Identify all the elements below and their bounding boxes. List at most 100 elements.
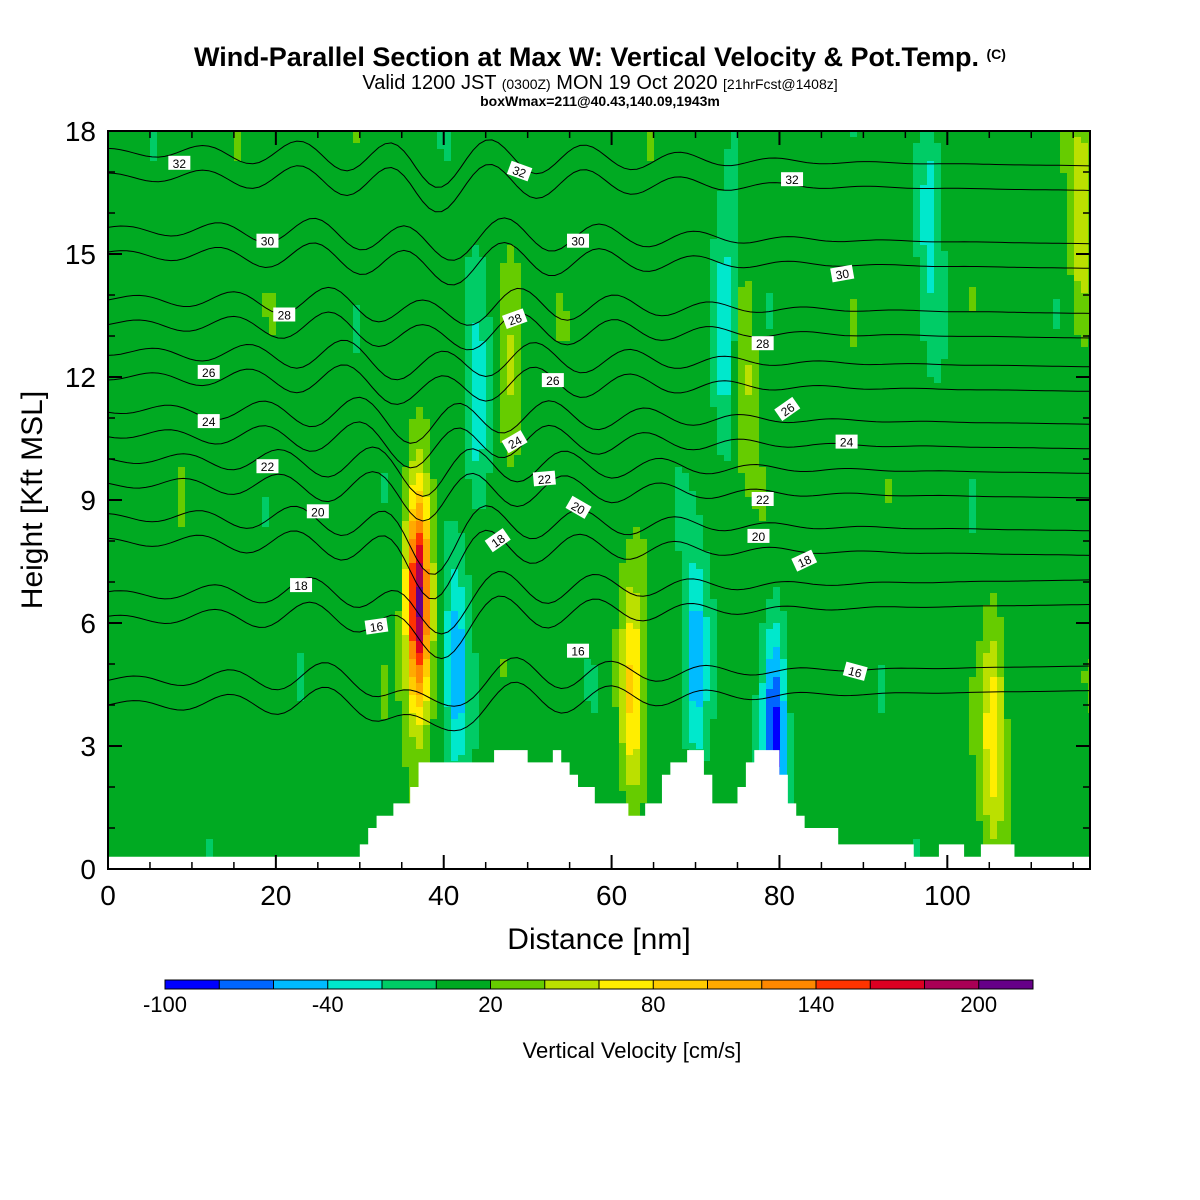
theta-label-text: 30 bbox=[571, 235, 585, 249]
colorbar-swatch bbox=[978, 980, 1034, 989]
theta-label: 30 bbox=[567, 233, 590, 249]
theta-contour-line bbox=[107, 570, 1091, 635]
y-tick-label: 0 bbox=[80, 854, 96, 885]
theta-contour-line bbox=[107, 446, 1091, 497]
x-axis-title: Distance [nm] bbox=[507, 923, 690, 956]
colorbar: -100 -40 20 80 140 200 bbox=[143, 979, 1034, 1017]
theta-label-text: 16 bbox=[847, 664, 864, 681]
theta-label-bg bbox=[791, 549, 818, 572]
x-tick-label: 40 bbox=[428, 880, 459, 911]
theta-label: 16 bbox=[842, 661, 868, 681]
theta-label: 20 bbox=[306, 504, 329, 519]
theta-label-text: 28 bbox=[756, 337, 770, 351]
theta-label-text: 24 bbox=[506, 433, 525, 452]
theta-label-text: 26 bbox=[546, 374, 560, 388]
theta-label: 32 bbox=[781, 172, 804, 187]
theta-label-bg bbox=[830, 264, 855, 283]
theta-label-bg bbox=[565, 495, 592, 519]
chart-title: Wind-Parallel Section at Max W: Vertical… bbox=[0, 42, 1200, 73]
theta-label-bg bbox=[197, 414, 220, 429]
theta-contour-line bbox=[107, 286, 1091, 326]
theta-contour-labels: 16 16 16 18 18 18 20 20 20 22 22 22 24 24 24 26 26 26 28 28… bbox=[168, 155, 868, 681]
chart-subtitle: Valid 1200 JST (0300Z) MON 19 Oct 2020 [… bbox=[0, 72, 1200, 95]
colorbar-swatch bbox=[653, 980, 708, 989]
colorbar-swatch bbox=[490, 980, 546, 989]
theta-label-bg bbox=[541, 373, 564, 388]
theta-label: 24 bbox=[501, 430, 528, 454]
theta-label-bg bbox=[501, 430, 528, 454]
theta-contour-line bbox=[107, 595, 1091, 660]
theta-label-bg bbox=[364, 617, 389, 635]
theta-label: 22 bbox=[256, 459, 279, 474]
theta-label-text: 22 bbox=[537, 472, 552, 487]
valid-utc: (0300Z) bbox=[501, 76, 551, 92]
theta-label: 22 bbox=[532, 470, 556, 487]
colorbar-swatch bbox=[924, 980, 980, 989]
theta-contour-line bbox=[107, 241, 1091, 286]
x-tick-label: 80 bbox=[764, 880, 795, 911]
theta-label-bg bbox=[168, 155, 191, 170]
x-tick-label: 60 bbox=[596, 880, 627, 911]
theta-label-text: 26 bbox=[202, 366, 216, 380]
theta-label: 32 bbox=[506, 160, 533, 182]
y-axis-title: Height [Kft MSL] bbox=[16, 391, 49, 609]
theta-label: 20 bbox=[747, 528, 770, 544]
y-tick-label: 12 bbox=[65, 362, 96, 393]
theta-label: 30 bbox=[256, 233, 279, 249]
terrain bbox=[108, 750, 1090, 869]
theta-contours bbox=[107, 139, 1091, 732]
theta-label-bg bbox=[290, 578, 313, 593]
theta-label-text: 20 bbox=[752, 530, 766, 544]
theta-label-bg bbox=[256, 233, 279, 248]
colorbar-swatch bbox=[165, 980, 220, 989]
colorbar-tick-label: 80 bbox=[641, 992, 665, 1017]
theta-label-bg bbox=[567, 233, 590, 248]
theta-contour-line bbox=[107, 471, 1091, 522]
theta-label: 20 bbox=[565, 495, 592, 519]
theta-contour-line bbox=[107, 339, 1090, 381]
x-tick-label: 20 bbox=[260, 880, 291, 911]
theta-label: 24 bbox=[197, 414, 220, 429]
theta-label-text: 18 bbox=[294, 579, 308, 593]
theta-label-text: 20 bbox=[311, 505, 325, 519]
theta-label: 16 bbox=[567, 643, 590, 659]
theta-label-bg bbox=[197, 364, 220, 379]
y-tick-label: 9 bbox=[80, 485, 96, 516]
y-tick-label: 18 bbox=[65, 116, 96, 147]
theta-label-text: 24 bbox=[202, 415, 216, 429]
theta-label-bg bbox=[747, 528, 770, 543]
theta-label-text: 24 bbox=[840, 436, 854, 450]
theta-label: 26 bbox=[541, 373, 564, 388]
theta-contour-line bbox=[107, 657, 1091, 707]
theta-contour-line bbox=[107, 139, 1091, 188]
valid-date: MON 19 Oct 2020 bbox=[556, 72, 718, 94]
colorbar-swatch bbox=[219, 980, 274, 989]
colorbar-swatch bbox=[599, 980, 654, 989]
colorbar-swatch bbox=[761, 980, 817, 989]
theta-label-text: 28 bbox=[278, 309, 292, 323]
valid-time: Valid 1200 JST bbox=[362, 72, 497, 94]
theta-label-text: 32 bbox=[511, 163, 529, 181]
theta-contour-line bbox=[107, 396, 1091, 444]
theta-label: 18 bbox=[791, 549, 818, 572]
theta-contour-line bbox=[107, 505, 1091, 575]
theta-label-bg bbox=[774, 396, 801, 422]
theta-contour-line bbox=[107, 681, 1091, 732]
theta-label: 18 bbox=[484, 528, 511, 553]
theta-label-bg bbox=[835, 434, 858, 449]
colorbar-tick-label: -100 bbox=[143, 992, 187, 1017]
y-tick-label: 6 bbox=[80, 608, 96, 639]
colorbar-swatch bbox=[544, 980, 600, 989]
theta-label-bg bbox=[751, 336, 774, 351]
x-tick-label: 0 bbox=[100, 880, 116, 911]
theta-label-text: 30 bbox=[261, 235, 275, 249]
boxwmax-label: boxWmax=211@40.43,140.09,1943m bbox=[480, 93, 720, 109]
theta-contour-line bbox=[107, 421, 1091, 469]
theta-label-text: 28 bbox=[506, 311, 524, 329]
axis-ticks: 0 20 40 60 80 100 0 3 6 9 12 15 18 bbox=[65, 116, 1090, 911]
theta-label-bg bbox=[842, 661, 868, 681]
theta-label-bg bbox=[567, 643, 590, 658]
theta-label: 28 bbox=[273, 307, 296, 323]
theta-label-text: 32 bbox=[785, 173, 799, 187]
